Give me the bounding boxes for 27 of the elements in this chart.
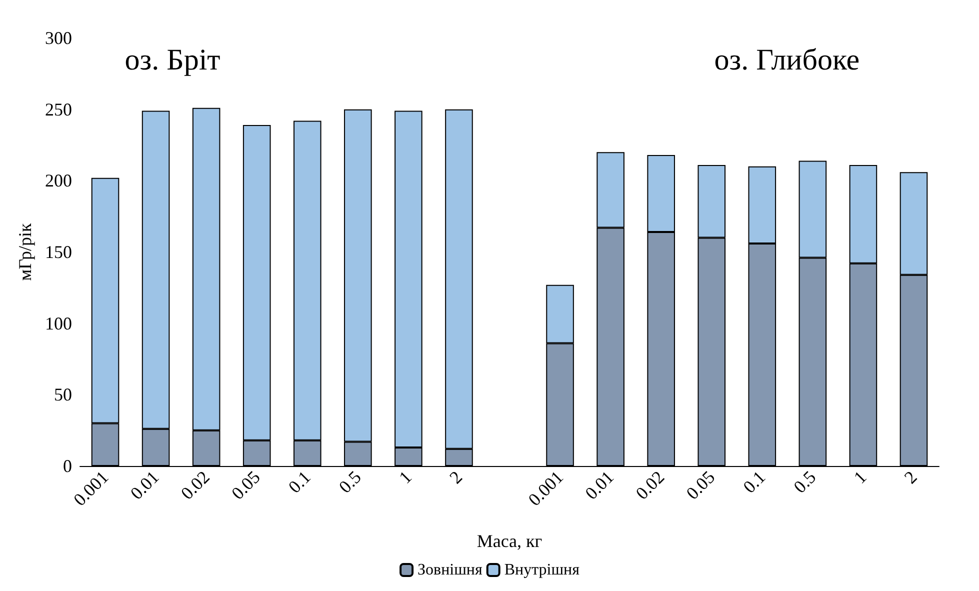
y-tick-label: 0: [63, 456, 72, 476]
y-tick-label: 150: [45, 242, 72, 262]
x-tick-label: 0.1: [284, 466, 314, 497]
x-tick-label: 0.1: [739, 466, 770, 497]
x-tick-label: 0.02: [632, 466, 668, 504]
x-tick-label: 0.05: [228, 466, 264, 504]
y-tick-label: 250: [45, 99, 72, 120]
x-tick-label: 0.5: [790, 466, 820, 497]
y-tick-label: 200: [45, 170, 72, 191]
x-tick-label: 0.02: [176, 466, 214, 504]
y-tick-label: 100: [45, 313, 72, 334]
y-axis-title: мГр/рік: [15, 223, 36, 281]
legend-label: Зовнішня: [418, 562, 483, 578]
x-axis-title: Маса, кг: [476, 531, 542, 551]
x-tick-label: 1: [850, 466, 870, 488]
x-tick-label: 2: [446, 466, 466, 488]
x-tick-label: 2: [900, 466, 921, 488]
annotation: оз. Глибоке: [714, 44, 860, 76]
legend-label: Внутрішня: [504, 562, 580, 578]
x-tick-label: 0.01: [126, 466, 163, 504]
x-tick-label: 0.01: [581, 466, 618, 504]
y-tick-label: 50: [54, 384, 72, 405]
annotation: оз. Бріт: [124, 44, 220, 76]
x-tick-label: 1: [395, 466, 416, 488]
y-tick-label: 300: [45, 28, 72, 48]
x-tick-label: 0.5: [334, 466, 365, 497]
x-tick-label: 0.05: [682, 466, 719, 504]
